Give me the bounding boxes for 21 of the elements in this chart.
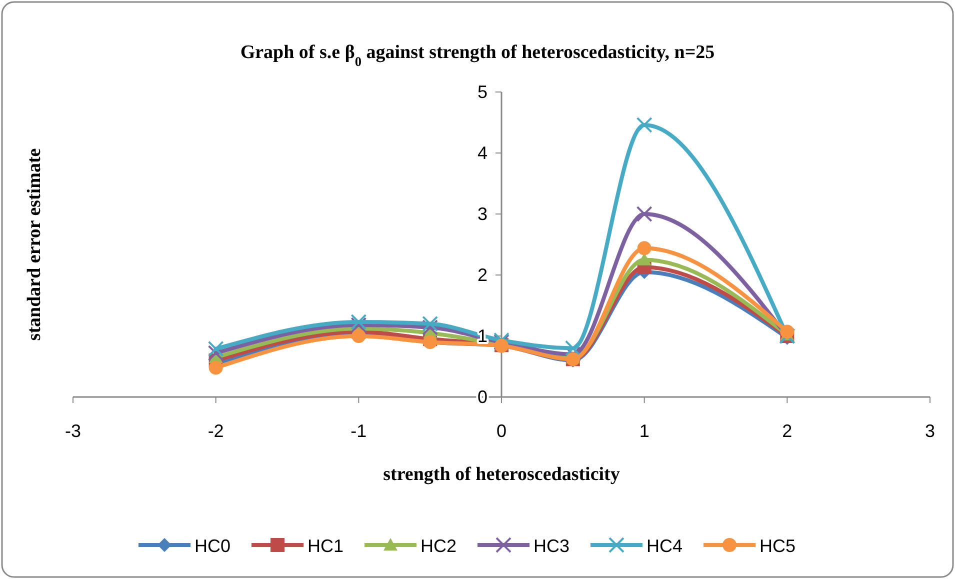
legend-label: HC4: [646, 536, 683, 556]
x-tick-label: 1: [639, 421, 650, 441]
y-tick-label: 3: [477, 204, 488, 224]
legend-label: HC5: [760, 536, 796, 556]
x-tick-label: 2: [782, 421, 792, 441]
chart-title: Graph of s.e β$_{0}$ against strength of heteroscedasticity, n=25: [240, 42, 715, 68]
x-tick-label: 3: [924, 421, 936, 441]
x-tick-label: -3: [64, 421, 82, 441]
legend-label: HC3: [534, 536, 570, 556]
legend-label: HC2: [420, 536, 457, 556]
y-axis-title: standard error estimate: [24, 148, 45, 341]
y-tick-label: 4: [477, 143, 488, 163]
x-tick-label: 0: [496, 421, 507, 441]
legend-label: HC1: [308, 536, 344, 556]
y-tick-label: 5: [477, 82, 488, 102]
x-axis-title: strength of heteroscedasticity: [383, 464, 620, 485]
x-tick-label: -2: [208, 421, 224, 441]
y-tick-label: 2: [477, 265, 488, 285]
y-tick-label: 0: [477, 387, 488, 407]
legend-label: HC0: [194, 536, 231, 556]
x-tick-label: -1: [350, 421, 367, 441]
